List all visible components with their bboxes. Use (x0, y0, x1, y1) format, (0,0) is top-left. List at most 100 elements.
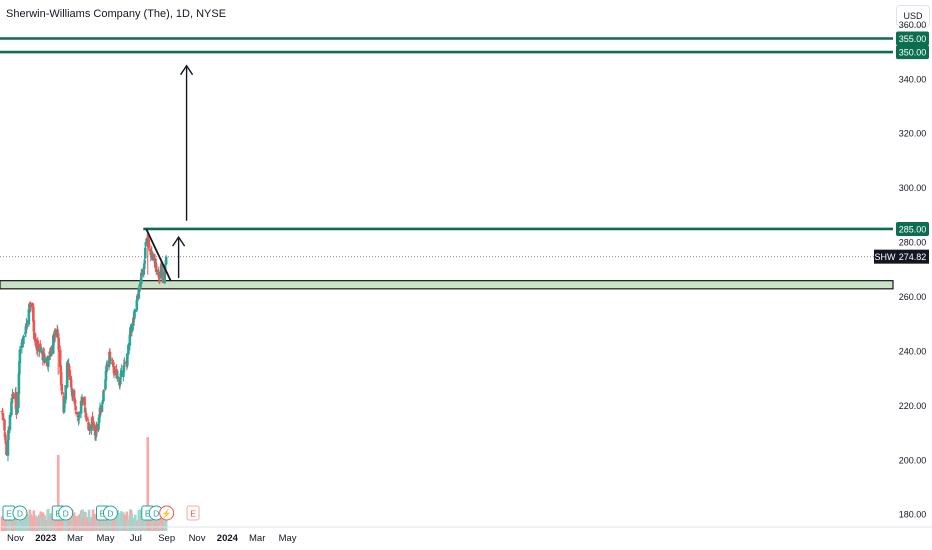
candle-body (36, 340, 40, 351)
candle-body (85, 417, 88, 420)
candle-body (135, 300, 139, 311)
volume-bar (32, 510, 36, 531)
candle-body (127, 344, 130, 355)
candle-body (4, 435, 7, 441)
candle-body (64, 385, 67, 400)
candle-body (102, 390, 105, 402)
candle-body (22, 336, 26, 338)
candle-body (151, 253, 155, 261)
level-label-bg (896, 45, 929, 60)
candle-body (147, 239, 151, 246)
volume-bar (116, 510, 120, 531)
level-label: 350.00 (899, 48, 927, 58)
candle-body (92, 421, 95, 427)
y-tick-label: 240.00 (899, 346, 927, 356)
x-tick-label: May (279, 533, 297, 544)
candle-body (102, 390, 106, 392)
level-label-bg (896, 31, 929, 46)
candle-body (18, 361, 21, 375)
volume-bar (46, 509, 50, 531)
chart-title: Sherwin-Williams Company (The), 1D, NYSE (6, 8, 227, 20)
volume-bar (99, 516, 102, 531)
x-tick-label: May (97, 533, 115, 544)
price-axis[interactable]: 180.00 200.00 220.00 240.00 260.00 280.00 300.… (899, 20, 927, 520)
levels-layer: 355.00 350.00 285.00 SHW 274.82 (0, 31, 929, 264)
candle-body (71, 390, 74, 397)
y-tick-label: 320.00 (899, 129, 927, 139)
level-label: 355.00 (899, 34, 927, 44)
candle-body (112, 366, 116, 374)
volume-bar (85, 516, 88, 531)
volume-bar (113, 519, 116, 531)
volume-bar (71, 515, 74, 531)
last-price-label-bg (896, 249, 929, 264)
event-marker-letter: E (100, 508, 106, 518)
volume-bar (5, 512, 8, 531)
candle-body (164, 264, 167, 266)
volume-bar (36, 519, 40, 531)
candle-body (123, 361, 127, 363)
candle-body (106, 365, 109, 367)
volume-bar (78, 514, 81, 531)
volume-bar (158, 509, 162, 531)
candle-body (137, 287, 141, 299)
event-marker-letter: D (153, 508, 159, 518)
y-tick-label: 300.00 (899, 183, 927, 193)
level-label: 285.00 (899, 224, 927, 234)
candle-body (163, 273, 166, 284)
candle-body (19, 349, 22, 351)
candle-body (116, 376, 120, 378)
candle-body (108, 351, 112, 363)
split-marker (159, 505, 175, 521)
volume-bar (109, 519, 113, 531)
candle-body (20, 342, 24, 349)
volume-bar (81, 519, 85, 531)
candle-body (74, 411, 78, 415)
volume-bar (67, 512, 71, 531)
volume-bar (22, 513, 26, 531)
candle-body (93, 425, 97, 436)
candle-body (109, 360, 113, 362)
y-tick-label: 200.00 (899, 455, 927, 465)
candle-body (104, 379, 107, 390)
time-axis[interactable]: Nov 2023 Mar May Jul Sep Nov 2024 Mar May (0, 526, 932, 544)
volume-bar (60, 516, 64, 531)
candle-body (73, 400, 77, 405)
candle-body (27, 308, 31, 325)
candle-body (134, 310, 137, 312)
candle-body (84, 413, 88, 418)
candle-body (18, 349, 22, 364)
volume-bar (102, 520, 106, 531)
event-marker-letter: E (145, 508, 151, 518)
candle-body (6, 440, 10, 456)
symbol-label: SHW (875, 252, 897, 262)
candle-body (51, 335, 55, 354)
candle-body (57, 337, 61, 350)
candle-body (74, 405, 77, 411)
candle-body (86, 419, 90, 421)
candle-body (154, 264, 158, 273)
volume-bar (164, 511, 168, 531)
level-label-bg (896, 221, 929, 236)
volume-bar (19, 512, 22, 531)
candle-body (32, 306, 35, 322)
candle-body (12, 396, 15, 398)
x-tick-label: Mar (67, 533, 83, 544)
y-tick-label: 220.00 (899, 401, 927, 411)
candle-body (115, 369, 119, 377)
candle-body (78, 412, 81, 414)
volume-bar (50, 515, 54, 531)
candle-body (140, 274, 144, 276)
volume-bar (106, 519, 109, 531)
currency-button[interactable]: USD (896, 5, 930, 27)
event-marker-letter: D (63, 508, 69, 518)
y-tick-label: 180.00 (899, 510, 927, 520)
volume-bar (123, 514, 127, 531)
candle-body (94, 430, 98, 437)
candle-body (60, 391, 64, 394)
volume-bar (95, 515, 99, 531)
event-marker-letter: D (107, 508, 113, 518)
event-markers-layer[interactable]: EDEDEDED⚡E (2, 505, 200, 521)
dividend-marker (58, 505, 74, 521)
